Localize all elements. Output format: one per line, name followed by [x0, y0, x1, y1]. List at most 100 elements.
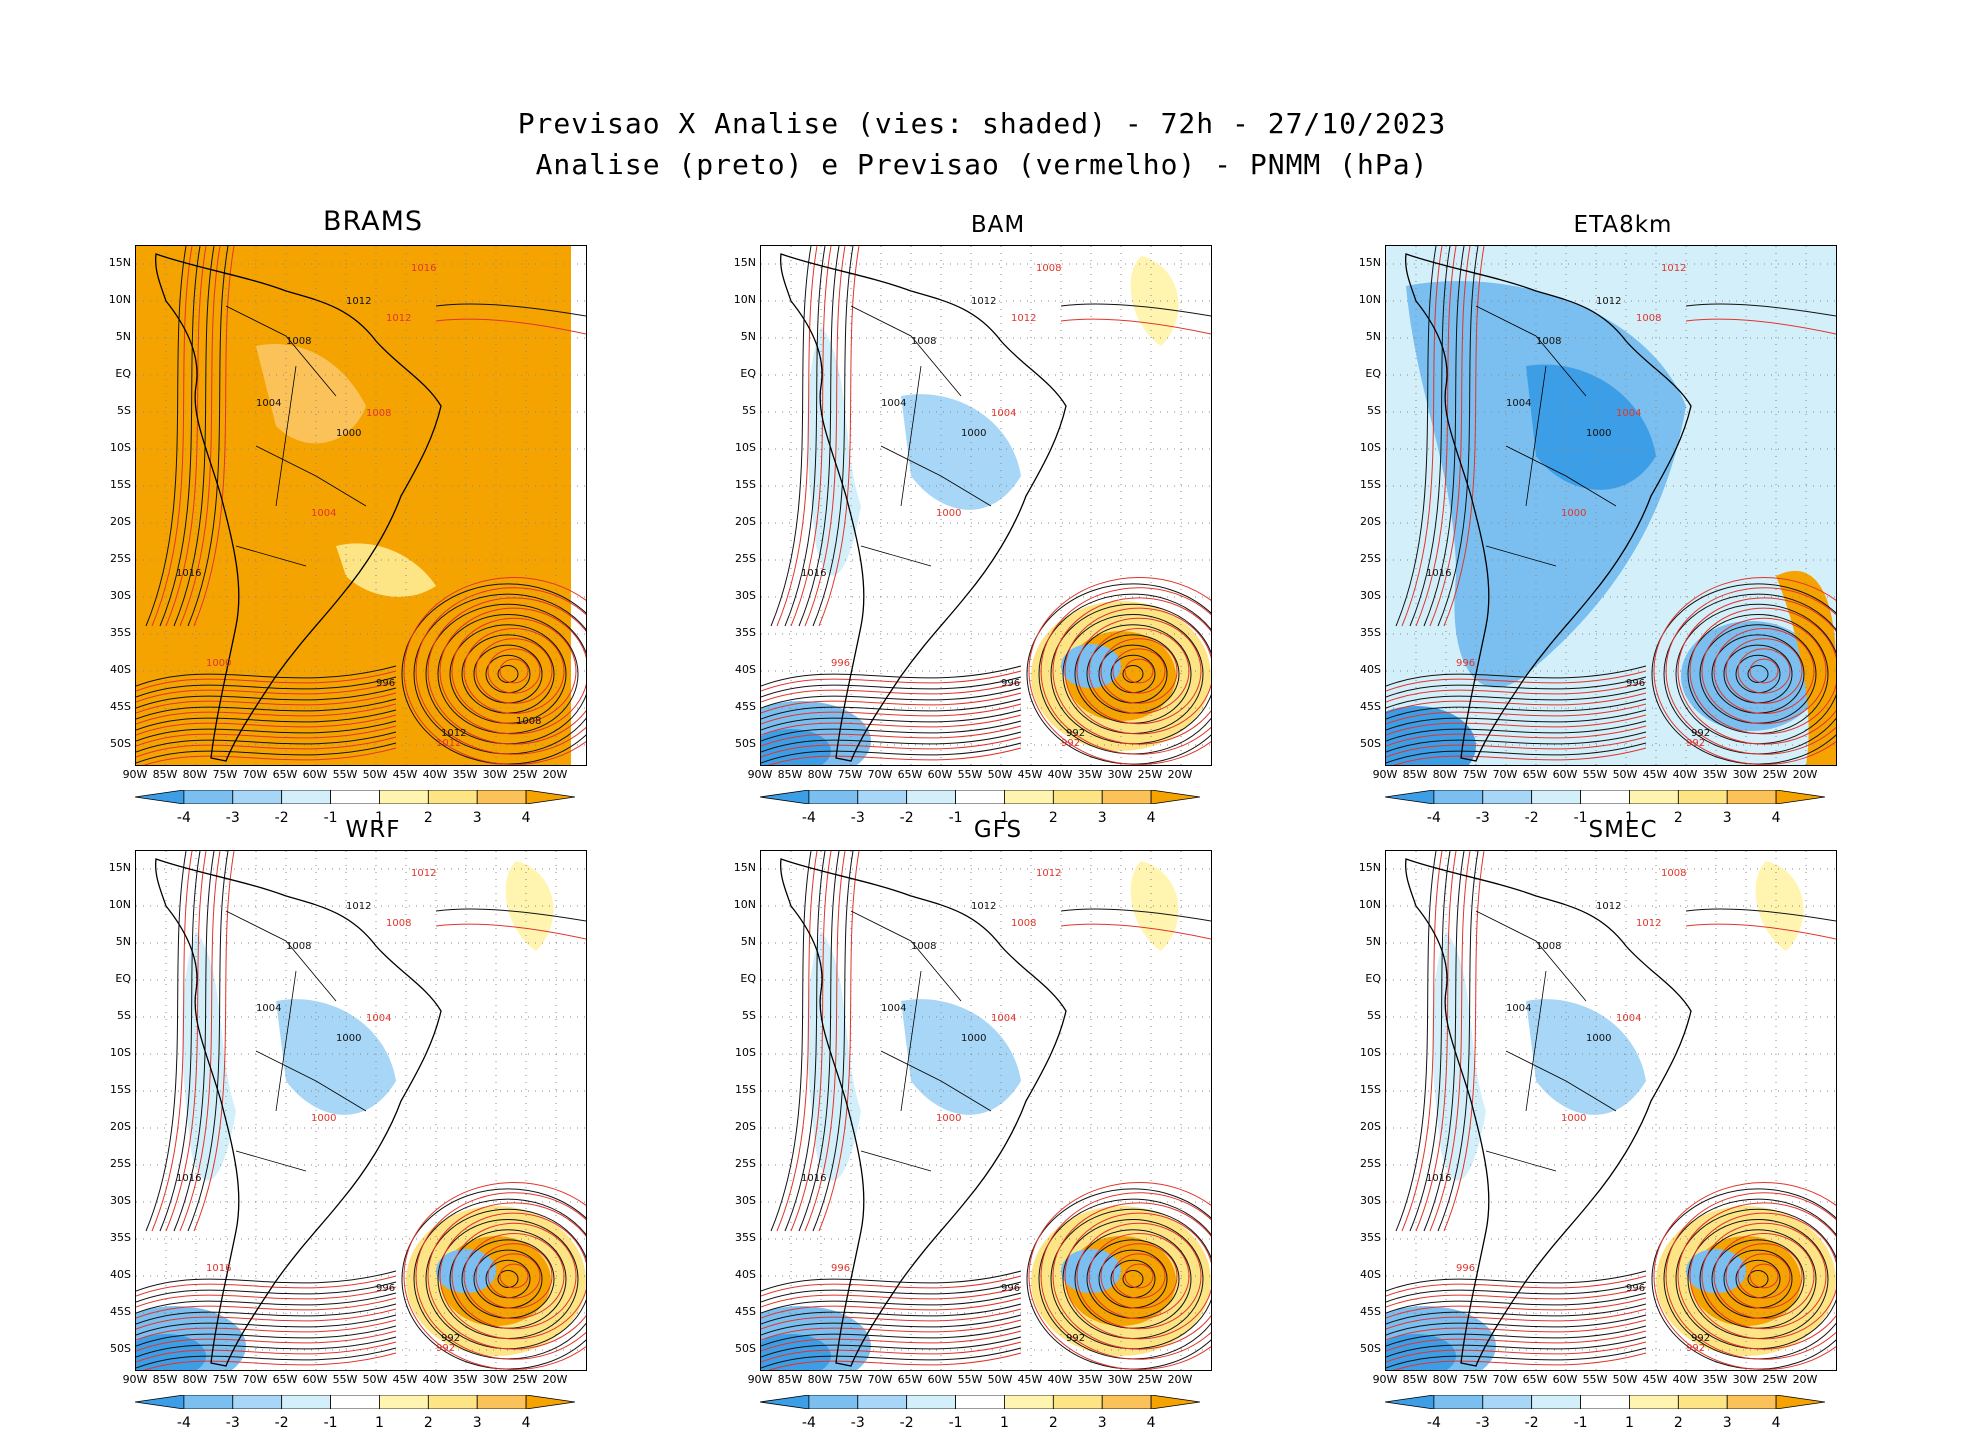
panel-title: ETA8km — [1573, 212, 1673, 238]
forecast-contour — [1386, 1330, 1647, 1352]
contour-label-forecast: 1004 — [1616, 408, 1641, 419]
contour-label-forecast: 1008 — [1661, 868, 1686, 879]
contour-label-forecast: 992 — [436, 1343, 455, 1354]
contour-label-analysis: 996 — [376, 678, 395, 689]
forecast-contour — [1052, 1202, 1211, 1350]
lat-tick-label: 5S — [117, 1009, 131, 1022]
colorbar-segment — [1531, 790, 1581, 804]
contour-label-analysis: 996 — [1001, 678, 1020, 689]
lat-tick-label: 30S — [110, 589, 131, 602]
contour-label-forecast: 992 — [1686, 1343, 1705, 1354]
panel-title: SMEC — [1588, 817, 1658, 843]
colorbar-label: 4 — [1146, 810, 1156, 826]
contour-label-analysis: 1004 — [1506, 1003, 1531, 1014]
lon-tick-label: 70W — [1492, 1373, 1518, 1386]
lat-tick-label: 15N — [1358, 256, 1381, 269]
colorbar-label: -3 — [225, 810, 240, 826]
figure-title-line2: Analise (preto) e Previsao (vermelho) - … — [535, 148, 1429, 181]
analysis-contour — [187, 246, 229, 627]
forecast-contour — [136, 703, 397, 725]
forecast-contour — [136, 1330, 397, 1352]
colorbar-segment — [808, 1395, 859, 1409]
colorbar — [135, 1395, 575, 1409]
contour-label-analysis: 1012 — [346, 296, 371, 307]
forecast-contour — [1725, 638, 1803, 704]
contour-label-analysis: 1000 — [336, 428, 361, 439]
colorbar-segment — [525, 1395, 575, 1409]
lat-tick-label: 50S — [1360, 737, 1381, 750]
contour-label-analysis: 996 — [1626, 678, 1645, 689]
colorbar-label: 4 — [521, 810, 531, 826]
forecast-contour — [143, 1352, 397, 1370]
lon-tick-label: 80W — [182, 768, 208, 781]
analysis-contour — [497, 665, 519, 683]
contour-label-forecast: 1000 — [936, 508, 961, 519]
lat-tick-label: 20S — [735, 515, 756, 528]
lon-tick-label: 65W — [272, 768, 298, 781]
analysis-contour — [136, 1325, 397, 1347]
analysis-contour — [1386, 687, 1647, 709]
forecast-contour — [1386, 1319, 1647, 1341]
analysis-contour — [1386, 1336, 1647, 1358]
contour-label-analysis: 1012 — [346, 901, 371, 912]
lon-tick-label: 25W — [512, 1373, 538, 1386]
forecast-contour — [761, 736, 1022, 758]
contour-label-forecast: 1000 — [936, 1113, 961, 1124]
lat-tick-label: 35S — [1360, 626, 1381, 639]
analysis-contour — [761, 687, 1022, 709]
lon-tick-label: 45W — [392, 768, 418, 781]
lon-tick-label: 75W — [1462, 768, 1488, 781]
colorbar-segment — [760, 1395, 810, 1409]
lon-tick-label: 70W — [242, 1373, 268, 1386]
colorbar-label: 2 — [1673, 1415, 1683, 1431]
colorbar-label: 3 — [1097, 810, 1107, 826]
forecast-contour — [1060, 923, 1211, 940]
colorbar-segment — [379, 790, 429, 804]
lon-tick-label: 90W — [747, 768, 773, 781]
lon-tick-label: 60W — [927, 1373, 953, 1386]
pressure-contours — [761, 851, 1211, 1370]
lon-tick-label: 80W — [182, 1373, 208, 1386]
analysis-contour — [1685, 908, 1836, 922]
lat-tick-label: 10N — [108, 898, 131, 911]
lat-tick-label: 35S — [1360, 1231, 1381, 1244]
lon-tick-label: 80W — [807, 768, 833, 781]
forecast-contour — [1665, 1192, 1836, 1360]
forecast-contour — [415, 1192, 586, 1360]
lon-tick-label: 70W — [867, 768, 893, 781]
contour-label-analysis: 1004 — [256, 398, 281, 409]
lat-tick-label: 35S — [110, 626, 131, 639]
contour-label-forecast: 1000 — [1561, 1113, 1586, 1124]
colorbar-segment — [1629, 1395, 1679, 1409]
analysis-contour — [770, 246, 812, 627]
contour-label-analysis: 1004 — [256, 1003, 281, 1014]
colorbar-label: 3 — [1722, 1415, 1732, 1431]
lat-tick-label: 30S — [1360, 1194, 1381, 1207]
continent-coastline — [155, 858, 442, 1367]
forecast-contour — [761, 1330, 1022, 1352]
colorbar-label: -3 — [850, 810, 865, 826]
lon-tick-label: 85W — [152, 768, 178, 781]
colorbar — [1385, 790, 1825, 804]
analysis-contour — [1395, 246, 1437, 627]
lon-tick-label: 55W — [332, 1373, 358, 1386]
forecast-contour — [1386, 736, 1647, 758]
forecast-contour — [193, 851, 235, 1232]
lon-tick-label: 75W — [837, 1373, 863, 1386]
forecast-contour — [136, 736, 397, 758]
lat-tick-label: 40S — [110, 663, 131, 676]
lat-tick-label: 5S — [117, 404, 131, 417]
analysis-contour — [1122, 1270, 1144, 1288]
contour-label-analysis: 1000 — [1586, 428, 1611, 439]
lon-tick-label: 35W — [452, 768, 478, 781]
country-borders — [225, 305, 367, 567]
analysis-contour — [1437, 851, 1479, 1232]
pressure-contours — [136, 851, 586, 1370]
analysis-contour — [145, 851, 187, 1232]
map-area: 1012 1008 1004 1000 1016 996 1012 1008 1016 1012 1… — [135, 245, 587, 766]
forecast-contour — [136, 1308, 397, 1330]
lon-tick-label: 85W — [152, 1373, 178, 1386]
panel-wrf: WRF 1012 1008 1004 1000 1016 996 992 1012 1008 10… — [93, 817, 653, 1437]
analysis-contour — [435, 303, 586, 317]
lon-tick-label: 35W — [1077, 1373, 1103, 1386]
